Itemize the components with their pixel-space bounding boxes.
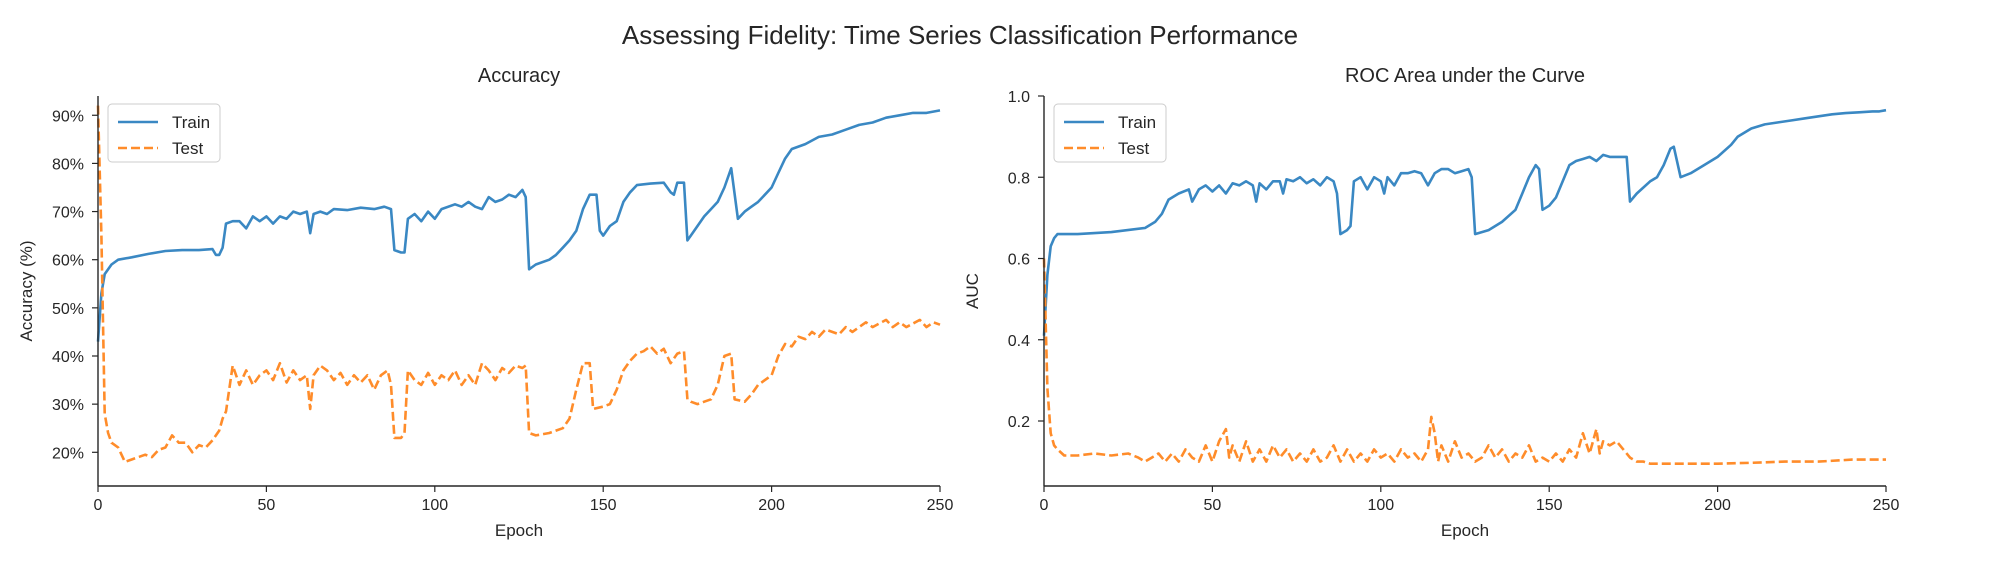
auc-xtick-label: 250 (1873, 497, 1900, 514)
auc-test-line (1042, 258, 1886, 465)
accuracy-ytick-label: 80% (52, 156, 84, 173)
accuracy-xlabel: Epoch (495, 521, 543, 540)
auc-title: ROC Area under the Curve (1345, 65, 1585, 87)
accuracy-test-line (96, 105, 941, 464)
accuracy-series-group (96, 105, 941, 464)
auc-ytick-label: 1.0 (1008, 89, 1030, 106)
accuracy-xtick-label: 100 (421, 497, 448, 514)
auc-legend-train-label: Train (1118, 113, 1156, 132)
accuracy-legend: Train Test (107, 103, 221, 163)
auc-xtick-label: 50 (1204, 497, 1222, 514)
accuracy-xtick-label: 0 (94, 497, 103, 514)
auc-xtick-label: 0 (1040, 497, 1049, 514)
figure-suptitle: Assessing Fidelity: Time Series Classifi… (622, 20, 1298, 50)
accuracy-xtick-label: 150 (590, 497, 617, 514)
accuracy-panel: Accuracy Epoch Accuracy (%) Train Test 0… (17, 65, 953, 540)
auc-xtick-label: 200 (1704, 497, 1731, 514)
accuracy-xtick-label: 250 (927, 497, 954, 514)
accuracy-xtick-label: 50 (258, 497, 276, 514)
auc-ytick-label: 0.8 (1008, 170, 1030, 187)
accuracy-ytick-label: 50% (52, 301, 84, 318)
auc-xtick-label: 100 (1367, 497, 1394, 514)
accuracy-legend-test-label: Test (172, 139, 203, 158)
auc-xtick-label: 150 (1536, 497, 1563, 514)
accuracy-train-line (96, 109, 941, 342)
auc-ytick-label: 0.2 (1008, 414, 1030, 431)
accuracy-legend-train-label: Train (172, 113, 210, 132)
auc-ytick-label: 0.4 (1008, 333, 1030, 350)
accuracy-ytick-label: 70% (52, 205, 84, 222)
auc-train-line (1042, 108, 1887, 336)
accuracy-ytick-label: 40% (52, 349, 84, 366)
auc-ylabel: AUC (963, 273, 982, 309)
auc-legend: Train Test (1053, 103, 1167, 163)
accuracy-ytick-label: 60% (52, 253, 84, 270)
accuracy-ytick-label: 90% (52, 108, 84, 125)
accuracy-xtick-label: 200 (758, 497, 785, 514)
auc-legend-test-label: Test (1118, 139, 1149, 158)
auc-xlabel: Epoch (1441, 521, 1489, 540)
accuracy-ytick-label: 30% (52, 397, 84, 414)
auc-series-group (1042, 108, 1887, 465)
accuracy-title: Accuracy (478, 65, 560, 87)
accuracy-ytick-label: 20% (52, 445, 84, 462)
auc-panel: ROC Area under the Curve Epoch AUC Train… (963, 65, 1899, 540)
auc-ytick-label: 0.6 (1008, 252, 1030, 269)
accuracy-ylabel: Accuracy (%) (17, 240, 36, 341)
